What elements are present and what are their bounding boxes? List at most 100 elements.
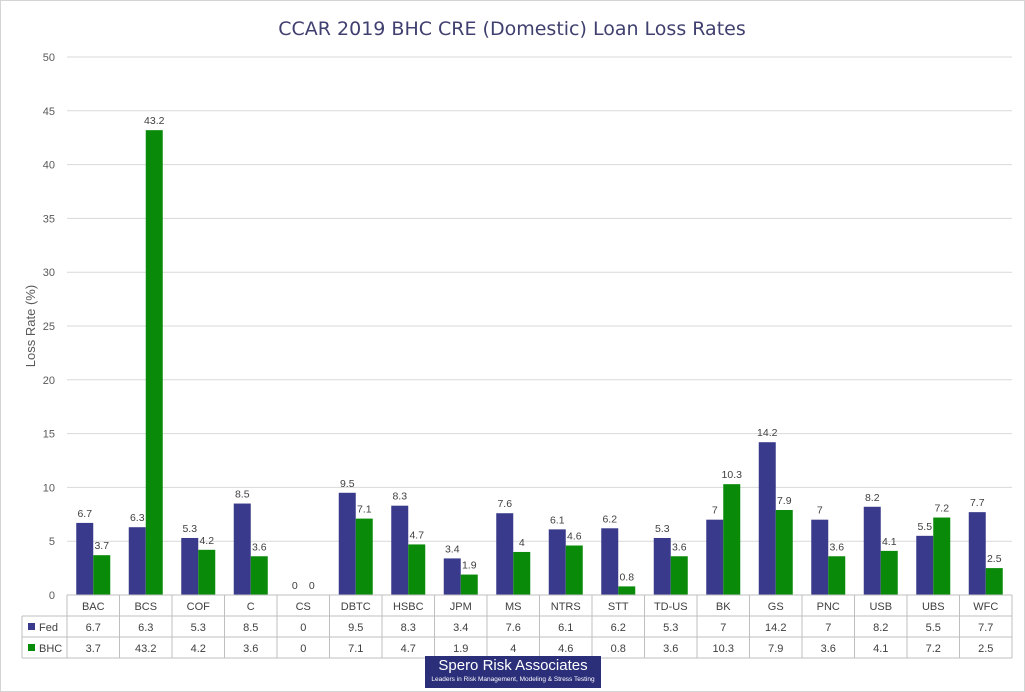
- category-label: DBTC: [341, 601, 371, 613]
- table-cell: 8.2: [873, 622, 888, 634]
- data-label: 9.5: [340, 478, 355, 490]
- category-label: BK: [716, 601, 731, 613]
- table-cell: 10.3: [713, 643, 734, 655]
- table-cell: 4.6: [558, 643, 573, 655]
- table-cell: 0.8: [611, 643, 626, 655]
- data-label: 5.3: [655, 523, 670, 535]
- y-tick-label: 40: [43, 160, 55, 172]
- data-label: 43.2: [144, 115, 165, 127]
- bar-bhc-ubs: [933, 517, 951, 595]
- bar-fed-td-us: [653, 537, 671, 595]
- category-label: CS: [296, 601, 311, 613]
- table-cell: 2.5: [978, 643, 993, 655]
- y-tick-label: 50: [43, 52, 55, 64]
- bar-bhc-ntrs: [565, 545, 583, 595]
- y-tick-label: 25: [43, 321, 55, 333]
- data-label: 6.7: [77, 508, 92, 520]
- table-cell: 43.2: [135, 643, 156, 655]
- table-cell: 3.6: [821, 643, 836, 655]
- data-label: 3.6: [672, 541, 687, 553]
- data-label: 7.6: [497, 498, 512, 510]
- table-cell: 5.5: [926, 622, 941, 634]
- data-label: 3.6: [829, 541, 844, 553]
- data-label: 7.1: [357, 504, 372, 516]
- legend-label: Fed: [39, 622, 58, 634]
- data-label: 3.7: [94, 540, 109, 552]
- table-cell: 7.7: [978, 622, 993, 634]
- data-label: 8.3: [392, 491, 407, 503]
- bar-fed-bac: [76, 522, 94, 595]
- bar-bhc-cof: [198, 549, 216, 595]
- bar-bhc-hsbc: [408, 544, 426, 595]
- data-label: 6.3: [130, 512, 145, 524]
- y-tick-label: 15: [43, 429, 55, 441]
- table-cell: 3.6: [663, 643, 678, 655]
- table-cell: 8.3: [401, 622, 416, 634]
- category-label: PNC: [817, 601, 840, 613]
- category-label: USB: [869, 601, 892, 613]
- data-label: 4: [519, 537, 525, 549]
- data-label: 8.5: [235, 489, 250, 501]
- bar-bhc-c: [250, 556, 268, 595]
- bar-bhc-bac: [93, 555, 111, 595]
- table-cell: 0: [300, 622, 306, 634]
- y-tick-label: 20: [43, 375, 55, 387]
- legend-swatch: [28, 623, 35, 630]
- bars: [76, 130, 1003, 595]
- table-cell: 7: [720, 622, 726, 634]
- table-cell: 14.2: [765, 622, 786, 634]
- bar-fed-gs: [758, 442, 776, 595]
- category-label: BAC: [82, 601, 105, 613]
- y-tick-label: 10: [43, 482, 55, 494]
- table-cell: 5.3: [663, 622, 678, 634]
- legend-swatch: [28, 644, 35, 651]
- category-label: HSBC: [393, 601, 424, 613]
- bar-bhc-jpm: [460, 574, 478, 595]
- category-label: TD-US: [654, 601, 688, 613]
- bar-bhc-td-us: [670, 556, 688, 595]
- table-cell: 4: [510, 643, 516, 655]
- y-tick-label: 45: [43, 106, 55, 118]
- table-cell: 0: [300, 643, 306, 655]
- data-label: 4.7: [409, 529, 424, 541]
- bar-bhc-dbtc: [355, 518, 373, 595]
- bar-bhc-usb: [880, 550, 898, 595]
- y-tick-label: 5: [49, 536, 55, 548]
- data-label: 7: [712, 505, 718, 517]
- table-cell: 6.7: [86, 622, 101, 634]
- table-cell: 6.2: [611, 622, 626, 634]
- bar-bhc-bcs: [145, 130, 163, 595]
- bar-fed-usb: [863, 506, 881, 595]
- bar-bhc-pnc: [828, 556, 846, 595]
- table-cell: 7: [825, 622, 831, 634]
- y-axis-ticks: 0 5 10 15 20 25 30 35 40 45 50: [43, 52, 55, 602]
- bar-fed-ntrs: [548, 529, 566, 595]
- data-label: 7: [817, 505, 823, 517]
- table-cell: 1.9: [453, 643, 468, 655]
- data-label: 0: [292, 580, 298, 592]
- data-label: 5.5: [917, 521, 932, 533]
- category-label: MS: [505, 601, 522, 613]
- bar-fed-stt: [601, 528, 619, 595]
- bar-bhc-stt: [618, 586, 636, 595]
- bar-fed-c: [233, 503, 251, 595]
- table-cell: 6.1: [558, 622, 573, 634]
- logo-tagline: Leaders in Risk Management, Modeling & S…: [431, 676, 595, 683]
- data-label: 5.3: [182, 523, 197, 535]
- data-label: 1.9: [462, 560, 477, 572]
- table-cell: 7.6: [506, 622, 521, 634]
- bar-fed-wfc: [968, 512, 986, 595]
- bar-fed-ms: [496, 513, 514, 595]
- bar-fed-ubs: [916, 535, 934, 595]
- bar-bhc-ms: [513, 551, 531, 595]
- category-label: NTRS: [551, 601, 581, 613]
- y-tick-label: 35: [43, 213, 55, 225]
- data-table: BAC BCS COF C CS DBTC HSBC JPM MS NTRS STT TD-US BK G…: [21, 594, 1013, 659]
- table-cell: 4.2: [191, 643, 206, 655]
- table-cell: 8.5: [243, 622, 258, 634]
- data-label: 8.2: [865, 492, 880, 504]
- y-tick-label: 30: [43, 267, 55, 279]
- category-label: C: [247, 601, 255, 613]
- bar-fed-jpm: [443, 558, 461, 595]
